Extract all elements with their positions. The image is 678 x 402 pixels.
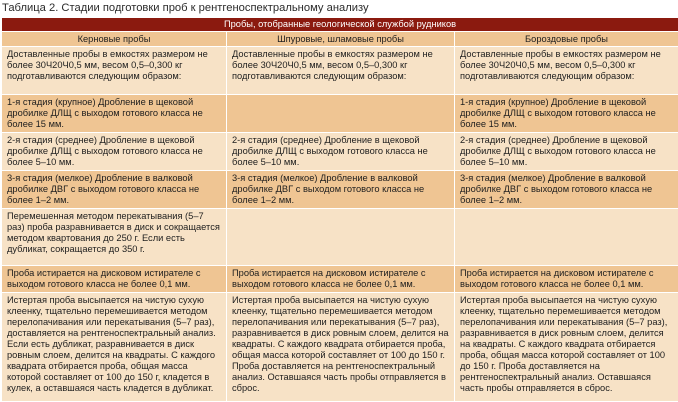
column-header-channel: Бороздовые пробы <box>453 31 678 47</box>
table-row: 1-я стадия (крупное) Дробление в щековой… <box>1 94 678 133</box>
table-cell: 2-я стадия (среднее) Дробление в щековой… <box>226 132 455 171</box>
table-cell: Проба истирается на дисковом истирателе … <box>1 265 227 293</box>
table-cell: 3-я стадия (мелкое) Дробление в валковой… <box>1 170 227 209</box>
table-cell: Истертая проба высыпается на чистую суху… <box>1 292 227 402</box>
table-cell: 1-я стадия (крупное) Дробление в щековой… <box>1 94 227 133</box>
table-cell: 2-я стадия (среднее) Дробление в щековой… <box>453 132 678 171</box>
table-row: 2-я стадия (среднее) Дробление в щековой… <box>1 132 678 171</box>
table-cell: Перемешенная методом перекатывания (5–7 … <box>1 208 227 266</box>
table-row: Истертая проба высыпается на чистую суху… <box>1 292 678 402</box>
table-cell: 1-я стадия (крупное) Дробление в щековой… <box>453 94 678 133</box>
table-row: Перемешенная методом перекатывания (5–7 … <box>1 208 678 266</box>
table-cell <box>226 208 455 266</box>
table-cell: Истертая проба высыпается на чистую суху… <box>453 292 678 402</box>
table-cell: 2-я стадия (среднее) Дробление в щековой… <box>1 132 227 171</box>
table-cell: Доставленные пробы в емкостях размером н… <box>226 46 455 95</box>
table-cell: Проба истирается на дисковом истирателе … <box>453 265 678 293</box>
table-cell: Истертая проба высыпается на чистую суху… <box>226 292 455 402</box>
table-cell: 3-я стадия (мелкое) Дробление в валковой… <box>453 170 678 209</box>
table-cell: Доставленные пробы в емкостях размером н… <box>453 46 678 95</box>
table-cell: Проба истирается на дисковом истирателе … <box>226 265 455 293</box>
group-header: Пробы, отобранные геологической службой … <box>0 17 678 32</box>
table-caption: Таблица 2. Стадии подготовки проб к рент… <box>2 2 369 14</box>
column-header-borehole: Шпуровые, шламовые пробы <box>226 31 455 47</box>
table-cell: 3-я стадия (мелкое) Дробление в валковой… <box>226 170 455 209</box>
table-cell: Доставленные пробы в емкостях размером н… <box>1 46 227 95</box>
table-cell <box>226 94 455 133</box>
table-row: Проба истирается на дисковом истирателе … <box>1 265 678 293</box>
table-row: Доставленные пробы в емкостях размером н… <box>1 46 678 95</box>
column-header-core: Керновые пробы <box>1 31 227 47</box>
sample-prep-table: Пробы, отобранные геологической службой … <box>0 17 678 402</box>
table-row: 3-я стадия (мелкое) Дробление в валковой… <box>1 170 678 209</box>
table-cell <box>453 208 678 266</box>
